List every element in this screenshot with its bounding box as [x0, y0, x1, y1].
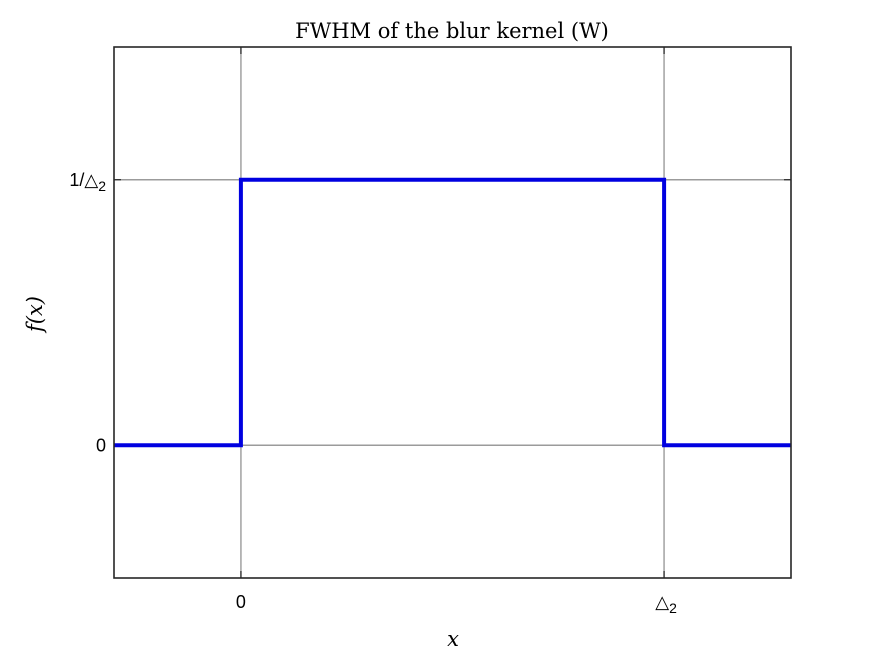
chart-title: FWHM of the blur kernel (W) — [295, 19, 609, 43]
grid-lines — [114, 47, 791, 578]
x-axis-label: x — [447, 627, 459, 651]
y-tick-labels: 0 1/△2 — [69, 170, 106, 456]
plot-area-frame — [113, 46, 792, 579]
x-tick-labels: 0 △2 — [236, 592, 677, 616]
series-line-0 — [114, 177, 791, 448]
y-tick-label-0: 0 — [96, 435, 106, 455]
x-tick-label-1: △2 — [655, 592, 677, 616]
x-tick-label-0: 0 — [236, 592, 246, 612]
series-layer — [114, 177, 791, 448]
y-axis-label: f(x) — [23, 296, 47, 334]
y-tick-label-1: 1/△2 — [69, 170, 106, 194]
